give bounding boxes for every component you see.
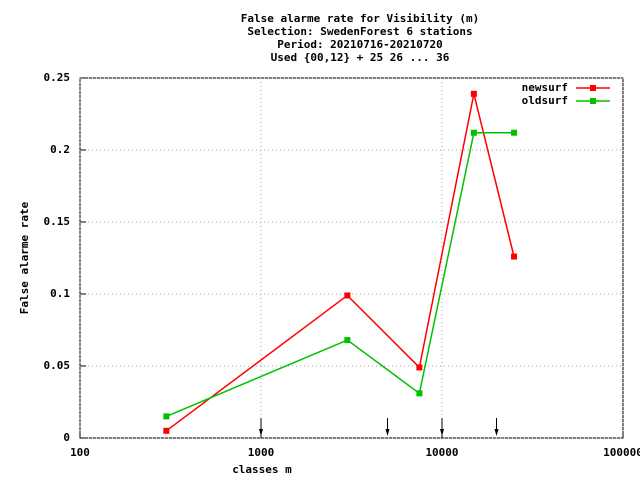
point [470,90,477,97]
legend-marker [590,98,596,104]
y-axis-label: False alarme rate [18,201,31,314]
series-line [166,131,515,418]
chart-title: Period: 20210716-20210720 [277,38,443,51]
point [416,364,423,371]
y-tick-label: 0.1 [50,287,70,300]
chart-title: Used {00,12} + 25 26 ... 36 [271,51,450,64]
point [470,129,477,136]
plot-border [79,77,624,439]
arrow-head [494,429,499,436]
point [511,253,518,260]
point [344,337,351,344]
chart-title: False alarme rate for Visibility (m) [241,12,479,25]
legend-marker [590,85,596,91]
arrow-head [259,429,263,436]
y-tick-label: 0.15 [44,215,71,228]
point [511,129,518,136]
legend-label: oldsurf [522,94,568,107]
legend-label: newsurf [522,81,568,94]
point [163,427,170,434]
x-axis-label: classes m [232,463,292,476]
x-tick-label: 100000 [603,446,640,459]
y-tick-label: 0.05 [44,359,71,372]
x-tick-label: 10000 [425,446,458,459]
point [163,413,170,420]
y-tick-label: 0.25 [44,71,71,84]
arrow-head [440,429,444,436]
series-line [165,93,515,432]
chart-title: Selection: SwedenForest 6 stations [247,25,472,38]
y-tick-label: 0.2 [50,143,70,156]
point [416,390,423,397]
arrow-head [385,429,390,436]
y-tick-label: 0 [63,431,70,444]
point [344,292,351,299]
x-tick-label: 1000 [248,446,275,459]
x-tick-label: 100 [70,446,90,459]
